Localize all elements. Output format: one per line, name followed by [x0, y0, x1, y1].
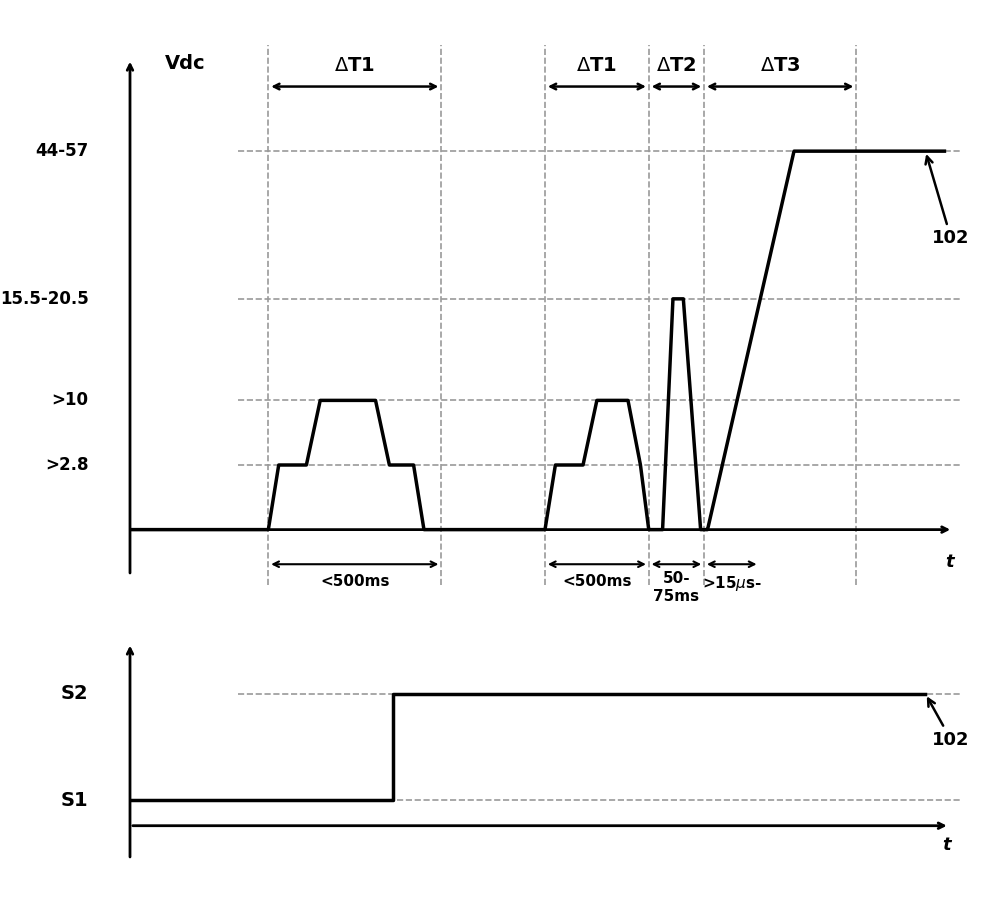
Text: t: t [942, 836, 950, 854]
Text: 15.5-20.5: 15.5-20.5 [0, 290, 88, 308]
Text: $\Delta$T1: $\Delta$T1 [576, 56, 617, 75]
Text: $\Delta$T2: $\Delta$T2 [656, 56, 697, 75]
Text: S2: S2 [61, 684, 88, 703]
Text: 102: 102 [928, 698, 970, 749]
Text: Vdc: Vdc [165, 54, 205, 73]
Text: <500ms: <500ms [320, 574, 390, 590]
Text: >10: >10 [52, 392, 88, 410]
Text: <500ms: <500ms [562, 574, 632, 590]
Text: 50-
75ms: 50- 75ms [653, 572, 699, 604]
Text: >2.8: >2.8 [45, 456, 88, 474]
Text: S1: S1 [61, 791, 88, 810]
Text: >15$\mu$s-: >15$\mu$s- [702, 574, 762, 593]
Text: 102: 102 [926, 157, 970, 248]
Text: 44-57: 44-57 [35, 142, 88, 160]
Text: t: t [945, 553, 954, 571]
Text: $\Delta$T3: $\Delta$T3 [760, 56, 800, 75]
Text: $\Delta$T1: $\Delta$T1 [334, 56, 375, 75]
